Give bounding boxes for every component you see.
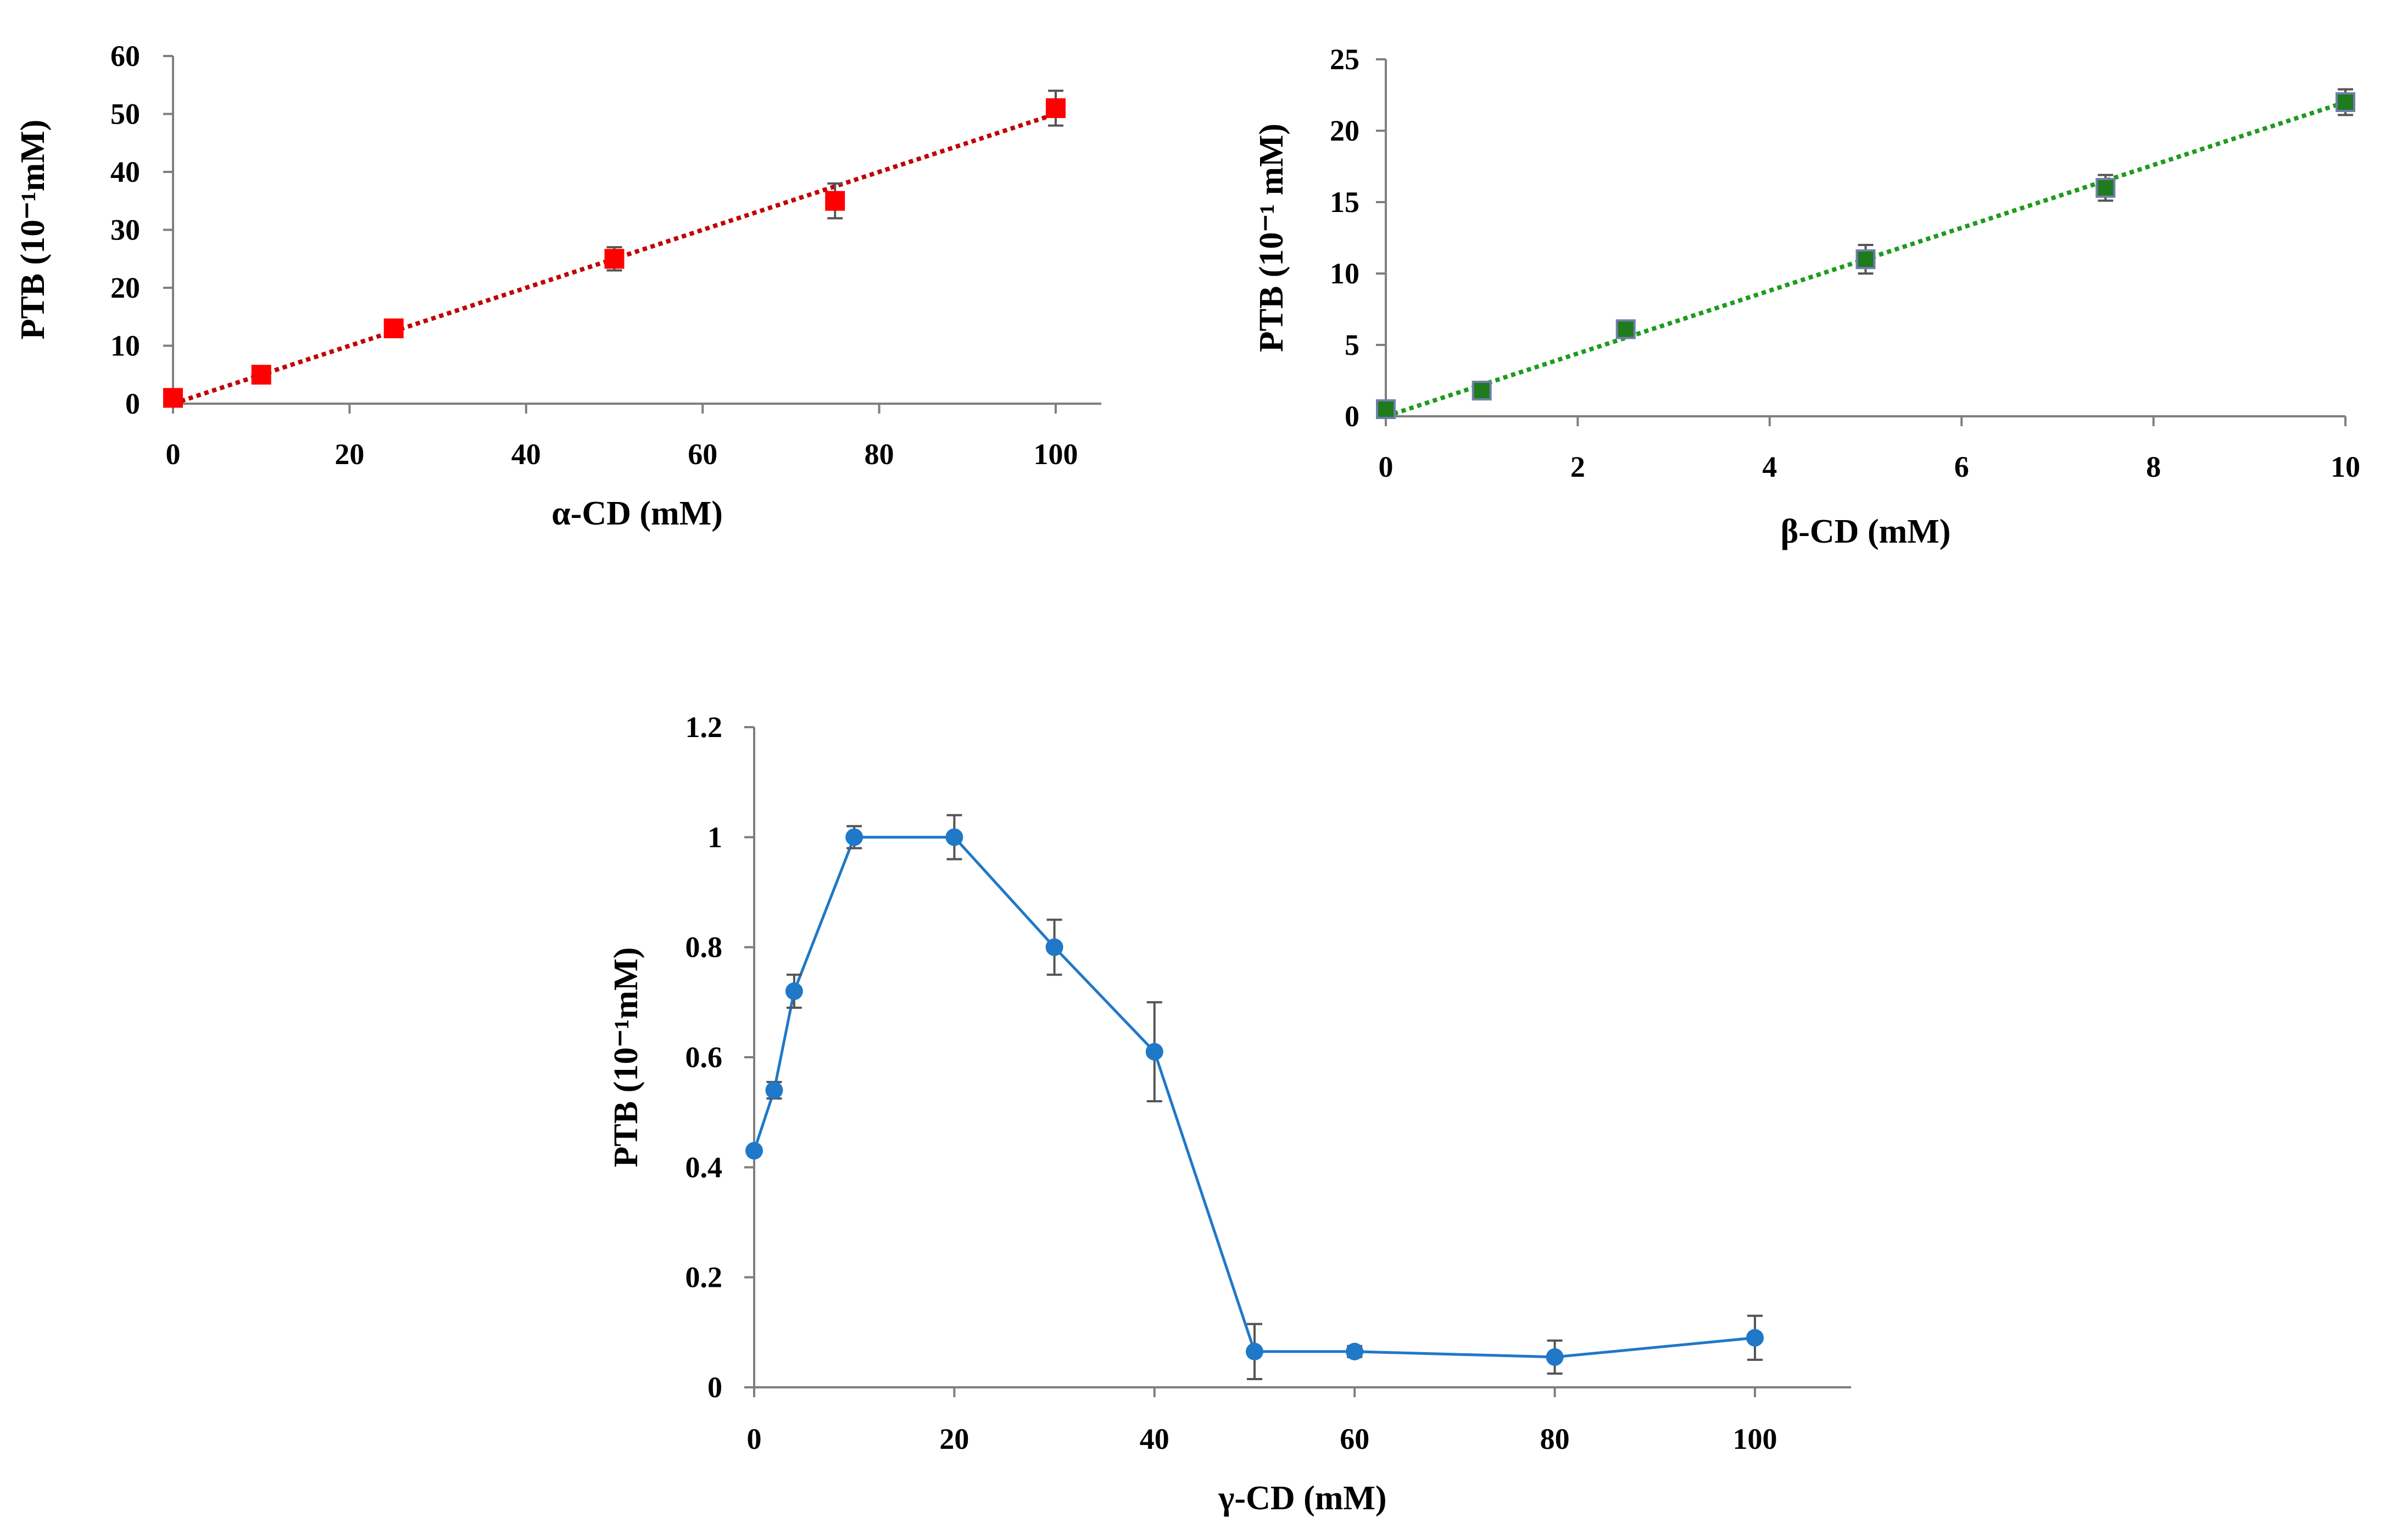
beta-cd-data-point (2095, 178, 2116, 198)
alpha-cd-y-tick-label: 20 (110, 271, 140, 304)
alpha-cd-x-tick-label: 80 (865, 438, 894, 471)
alpha-cd-y-tick-label: 0 (125, 387, 140, 420)
gamma-cd-x-tick-label: 40 (1140, 1422, 1169, 1455)
alpha-cd-x-tick-label: 40 (511, 438, 541, 471)
alpha-cd-x-tick-label: 20 (335, 438, 364, 471)
alpha-cd-y-tick-label: 40 (110, 155, 140, 188)
gamma-cd-y-tick-label: 0.2 (685, 1261, 723, 1294)
alpha-cd-data-point (383, 318, 404, 338)
alpha-cd-x-tick-label: 60 (688, 438, 717, 471)
gamma-cd-series-line (753, 835, 1755, 1359)
alpha-cd-y-axis-label: PTB (10⁻¹mM) (14, 120, 52, 340)
gamma-cd-y-axis-label: PTB (10⁻¹mM) (607, 947, 645, 1168)
alpha-cd-y-tick-label: 60 (110, 40, 140, 72)
alpha-cd-data-point (163, 388, 183, 408)
gamma-cd-data-point (1145, 1042, 1163, 1061)
alpha-cd-y-tick-label: 30 (110, 214, 140, 247)
gamma-cd-data-point (1045, 938, 1063, 956)
beta-cd-data-point (2336, 92, 2355, 112)
gamma-cd-x-tick-label: 20 (939, 1422, 969, 1455)
beta-cd-y-tick-label: 0 (1345, 400, 1359, 433)
gamma-cd-data-point (1346, 1342, 1364, 1360)
alpha-cd-y-tick-label: 10 (110, 330, 140, 362)
beta-cd-y-tick-label: 20 (1330, 114, 1359, 147)
beta-cd-x-tick-label: 8 (2146, 450, 2161, 483)
beta-cd-chart: 0 5 10 15 20 25 0 2 4 6 8 10 β-CD (mM) PTB (10⁻¹ mM) (1253, 43, 2360, 550)
gamma-cd-x-tick-label: 80 (1540, 1422, 1570, 1455)
beta-cd-data-point (1855, 249, 1876, 269)
gamma-cd-y-tick-label: 1 (707, 821, 722, 853)
alpha-cd-y-tick-label: 50 (110, 98, 140, 131)
beta-cd-x-tick-label: 10 (2331, 450, 2360, 483)
beta-cd-x-tick-label: 0 (1379, 450, 1394, 483)
alpha-cd-x-axis-label: α-CD (mM) (551, 495, 723, 532)
gamma-cd-y-tick-label: 0.6 (685, 1041, 723, 1074)
gamma-cd-y-tick-label: 1.2 (685, 711, 723, 744)
gamma-cd-data-point (845, 828, 863, 846)
gamma-cd-y-tick-label: 0 (707, 1371, 722, 1404)
beta-cd-y-tick-label: 25 (1330, 43, 1359, 76)
beta-cd-x-tick-label: 4 (1762, 450, 1777, 483)
alpha-cd-data-point (825, 191, 845, 211)
alpha-cd-x-tick-label: 0 (166, 438, 181, 471)
alpha-cd-data-point (1046, 98, 1066, 118)
beta-cd-x-tick-label: 6 (1954, 450, 1969, 483)
gamma-cd-data-point (945, 828, 963, 846)
alpha-cd-data-point (251, 365, 271, 385)
beta-cd-y-tick-label: 10 (1330, 257, 1359, 290)
gamma-cd-data-point (785, 982, 803, 1000)
alpha-cd-chart: 0 10 20 30 40 50 60 0 20 40 60 80 100 α-CD (mM) PTB (1… (14, 40, 1101, 532)
gamma-cd-data-point (1746, 1329, 1764, 1347)
gamma-cd-x-tick-label: 100 (1733, 1422, 1777, 1455)
beta-cd-data-point (1376, 399, 1396, 419)
alpha-cd-x-tick-label: 100 (1034, 438, 1078, 471)
beta-cd-x-axis-label: β-CD (mM) (1781, 513, 1951, 550)
gamma-cd-chart: 0 0.2 0.4 0.6 0.8 1 1.2 0 20 40 60 80 100 γ-CD (mM) PT… (607, 711, 1851, 1517)
beta-cd-data-point (1615, 319, 1636, 339)
beta-cd-data-point (1472, 381, 1492, 401)
gamma-cd-y-tick-label: 0.4 (685, 1151, 723, 1184)
gamma-cd-data-point (1546, 1348, 1564, 1366)
gamma-cd-data-point (745, 1142, 763, 1160)
gamma-cd-x-tick-label: 60 (1340, 1422, 1369, 1455)
gamma-cd-data-point (765, 1081, 783, 1100)
gamma-cd-y-tick-label: 0.8 (685, 931, 723, 964)
gamma-cd-x-axis-label: γ-CD (mM) (1218, 1480, 1386, 1517)
gamma-cd-data-point (1246, 1342, 1263, 1360)
beta-cd-y-tick-label: 5 (1345, 328, 1359, 361)
beta-cd-y-tick-label: 15 (1330, 186, 1359, 219)
alpha-cd-data-point (604, 249, 625, 269)
beta-cd-y-axis-label: PTB (10⁻¹ mM) (1253, 124, 1290, 352)
gamma-cd-x-tick-label: 0 (747, 1422, 762, 1455)
beta-cd-x-tick-label: 2 (1570, 450, 1585, 483)
